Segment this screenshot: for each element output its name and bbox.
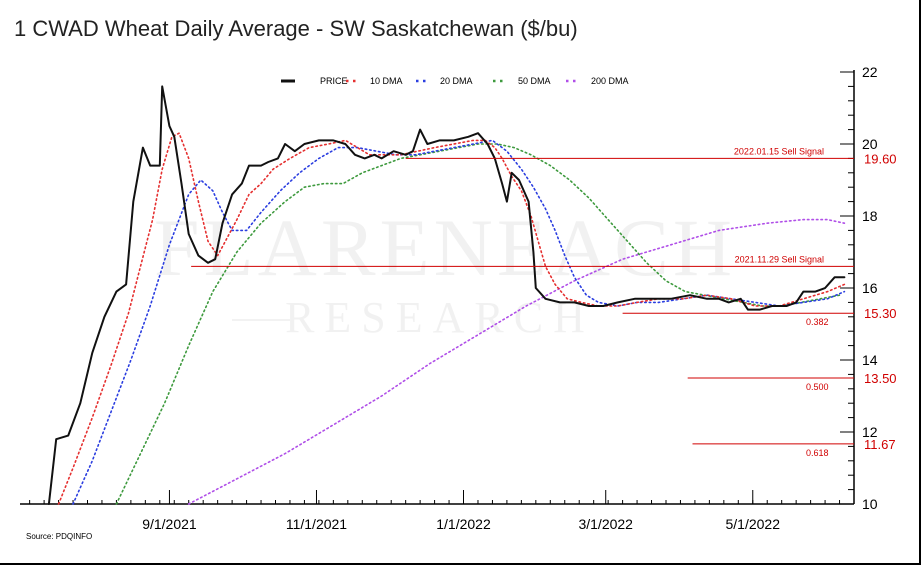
x-tick-label: 5/1/2022 <box>726 516 781 532</box>
watermark-line1: FLARENEACH <box>154 202 736 293</box>
legend-label: PRICE <box>320 76 348 86</box>
source-note: Source: PDQINFO <box>26 532 93 541</box>
x-tick-label: 1/1/2022 <box>436 516 491 532</box>
legend-label: 200 DMA <box>591 76 629 86</box>
annotation-label: 2021.11.29 Sell Signal <box>735 254 824 264</box>
annotation-value: 13.50 <box>864 371 897 386</box>
y-tick-label: 16 <box>862 280 878 296</box>
x-tick-label: 9/1/2021 <box>142 516 197 532</box>
annotation-label: 0.618 <box>806 448 829 458</box>
axes: 10 12 14 16 18 20 22 9/1/2021 11/1/2021 1/1/2022 3… <box>20 64 878 532</box>
series-line-200-dma <box>187 218 846 505</box>
y-tick-label: 18 <box>862 208 878 224</box>
legend-label: 10 DMA <box>370 76 403 86</box>
y-tick-label: 20 <box>862 136 878 152</box>
annotation-label: 0.382 <box>806 317 829 327</box>
y-tick-label: 12 <box>862 424 878 440</box>
annotation-layer: 2022.01.15 Sell Signal 19.60 2021.11.29 Se… <box>191 146 897 458</box>
y-tick-label: 22 <box>862 64 878 80</box>
annotation-label: 0.500 <box>806 382 829 392</box>
legend-label: 50 DMA <box>518 76 551 86</box>
x-tick-label: 11/1/2021 <box>286 516 347 532</box>
series-line-10-dma <box>57 132 846 505</box>
chart-title: 1 CWAD Wheat Daily Average - SW Saskatch… <box>14 16 578 41</box>
annotation-value: 15.30 <box>864 306 897 321</box>
y-tick-label: 10 <box>862 496 878 512</box>
series-line-price <box>47 85 846 505</box>
annotation-value: 11.67 <box>864 437 896 452</box>
annotation-label: 2022.01.15 Sell Signal <box>734 146 824 156</box>
annotation-value: 19.60 <box>864 151 897 166</box>
x-tick-label: 3/1/2022 <box>578 516 633 532</box>
legend: PRICE 10 DMA 20 DMA 50 DMA 200 DMA <box>281 76 629 86</box>
legend-label: 20 DMA <box>440 76 473 86</box>
series-layer <box>47 85 846 505</box>
series-line-20-dma <box>72 139 846 505</box>
y-tick-label: 14 <box>862 352 878 368</box>
